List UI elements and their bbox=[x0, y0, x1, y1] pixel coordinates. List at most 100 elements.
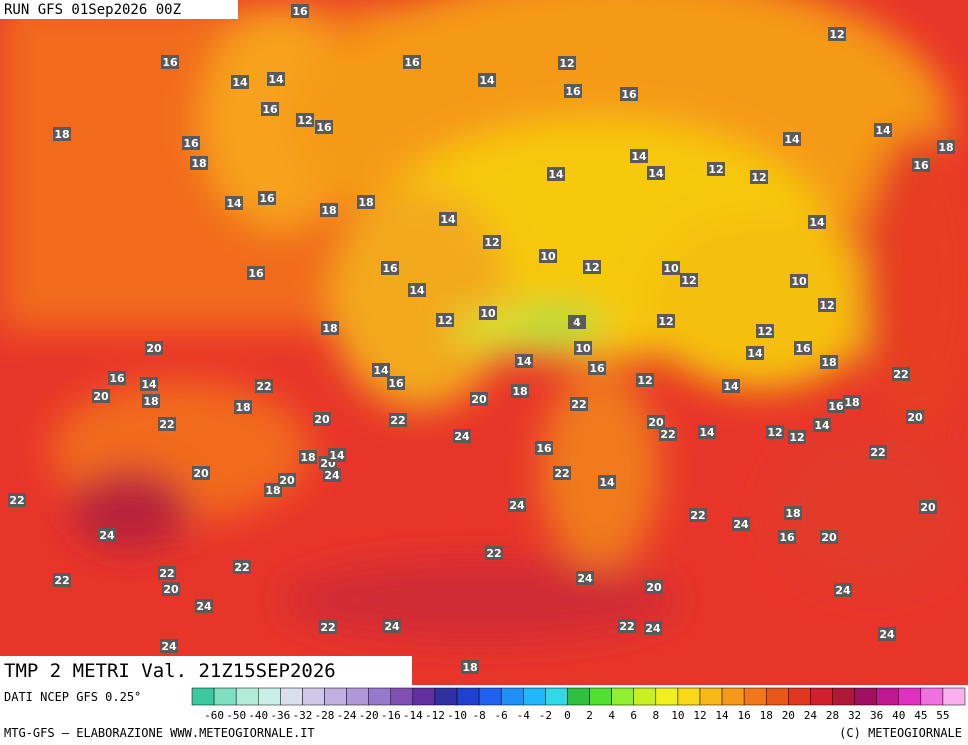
label-box bbox=[808, 215, 826, 229]
temp-label: 12 bbox=[757, 325, 772, 338]
label-box bbox=[320, 203, 338, 217]
label-box bbox=[689, 508, 707, 522]
label-box bbox=[387, 376, 405, 390]
label-box bbox=[461, 660, 479, 674]
label-box bbox=[766, 425, 784, 439]
temp-label: 14 bbox=[268, 73, 284, 86]
label-box bbox=[645, 580, 663, 594]
label-box bbox=[145, 341, 163, 355]
title-box bbox=[0, 656, 412, 685]
label-box bbox=[657, 314, 675, 328]
temp-label: 16 bbox=[404, 56, 420, 69]
legend-swatch bbox=[765, 687, 789, 706]
legend-tick-label: -6 bbox=[495, 709, 508, 722]
legend-swatch bbox=[898, 687, 922, 706]
temp-label: 18 bbox=[300, 451, 315, 464]
temp-label: 14 bbox=[141, 378, 157, 391]
temp-label: 20 bbox=[471, 393, 487, 406]
label-box bbox=[403, 55, 421, 69]
temp-label: 22 bbox=[571, 398, 586, 411]
temp-label: 20 bbox=[646, 581, 662, 594]
temp-label: 14 bbox=[814, 419, 830, 432]
temp-label: 16 bbox=[162, 56, 178, 69]
label-box bbox=[140, 377, 158, 391]
legend-swatch bbox=[258, 687, 281, 706]
label-box bbox=[892, 367, 910, 381]
temp-label: 12 bbox=[484, 236, 499, 249]
label-box bbox=[636, 373, 654, 387]
label-box bbox=[564, 84, 582, 98]
legend-swatch bbox=[324, 687, 347, 706]
temp-label: 20 bbox=[648, 416, 664, 429]
temp-label: 14 bbox=[631, 150, 647, 163]
label-box bbox=[508, 498, 526, 512]
temp-label: 14 bbox=[784, 133, 800, 146]
legend-tick-label: 36 bbox=[870, 709, 883, 722]
temp-label: 14 bbox=[373, 364, 389, 377]
legend-tick-label: -32 bbox=[292, 709, 312, 722]
temp-label: 16 bbox=[913, 159, 929, 172]
label-box bbox=[321, 321, 339, 335]
temp-label: 18 bbox=[462, 661, 477, 674]
label-box bbox=[225, 196, 243, 210]
legend-swatch bbox=[677, 687, 701, 706]
label-box bbox=[296, 113, 314, 127]
source: DATI NCEP GFS 0.25° bbox=[4, 690, 141, 704]
temp-label: 12 bbox=[829, 28, 844, 41]
temp-label: 16 bbox=[621, 88, 637, 101]
temp-label: 16 bbox=[828, 400, 844, 413]
temp-label: 12 bbox=[681, 274, 696, 287]
label-box bbox=[483, 235, 501, 249]
legend-tick-label: -28 bbox=[315, 709, 335, 722]
legend-tick-label: -24 bbox=[337, 709, 357, 722]
temp-label: 16 bbox=[536, 442, 552, 455]
temp-label: 22 bbox=[554, 467, 569, 480]
label-box bbox=[568, 315, 586, 329]
header-box bbox=[0, 0, 238, 19]
label-box bbox=[618, 619, 636, 633]
legend-tick-label: 4 bbox=[608, 709, 615, 722]
label-box bbox=[233, 560, 251, 574]
label-box bbox=[827, 399, 845, 413]
label-box bbox=[598, 475, 616, 489]
label-box bbox=[788, 430, 806, 444]
map-title: TMP 2 METRI Val. 21Z15SEP2026 bbox=[4, 660, 336, 682]
temp-label: 18 bbox=[235, 401, 250, 414]
run-label: RUN GFS 01Sep2026 00Z bbox=[4, 2, 181, 18]
legend-tick-label: 55 bbox=[936, 709, 949, 722]
temp-label: 16 bbox=[316, 121, 332, 134]
map-field bbox=[0, 0, 968, 685]
temp-label: 10 bbox=[663, 262, 679, 275]
temp-label: 20 bbox=[163, 583, 179, 596]
legend-tick-label: 20 bbox=[782, 709, 795, 722]
label-box bbox=[790, 274, 808, 288]
temp-label: 20 bbox=[907, 411, 923, 424]
temp-label: 14 bbox=[599, 476, 615, 489]
temp-label: 20 bbox=[821, 531, 837, 544]
legend-swatch bbox=[213, 687, 237, 706]
legend-swatch bbox=[699, 687, 723, 706]
temp-label: 14 bbox=[548, 168, 564, 181]
legend-swatch bbox=[390, 687, 414, 706]
temp-label: 14 bbox=[723, 380, 739, 393]
temp-label: 10 bbox=[791, 275, 807, 288]
label-box bbox=[234, 400, 252, 414]
temp-label: 12 bbox=[819, 299, 834, 312]
legend-swatch bbox=[280, 687, 303, 706]
label-box bbox=[291, 4, 309, 18]
temp-label: 14 bbox=[226, 197, 242, 210]
label-box bbox=[647, 415, 665, 429]
label-box bbox=[439, 212, 457, 226]
temp-label: 12 bbox=[767, 426, 782, 439]
legend-swatch bbox=[545, 687, 568, 706]
temp-label: 20 bbox=[193, 467, 209, 480]
label-box bbox=[278, 473, 296, 487]
copyright: (C) METEOGIORNALE bbox=[839, 726, 962, 740]
label-box bbox=[570, 397, 588, 411]
temp-label: 14 bbox=[648, 167, 664, 180]
temp-label: 10 bbox=[575, 342, 591, 355]
temp-label: 22 bbox=[320, 621, 335, 634]
legend-swatch bbox=[500, 687, 524, 706]
legend-swatch bbox=[633, 687, 657, 706]
